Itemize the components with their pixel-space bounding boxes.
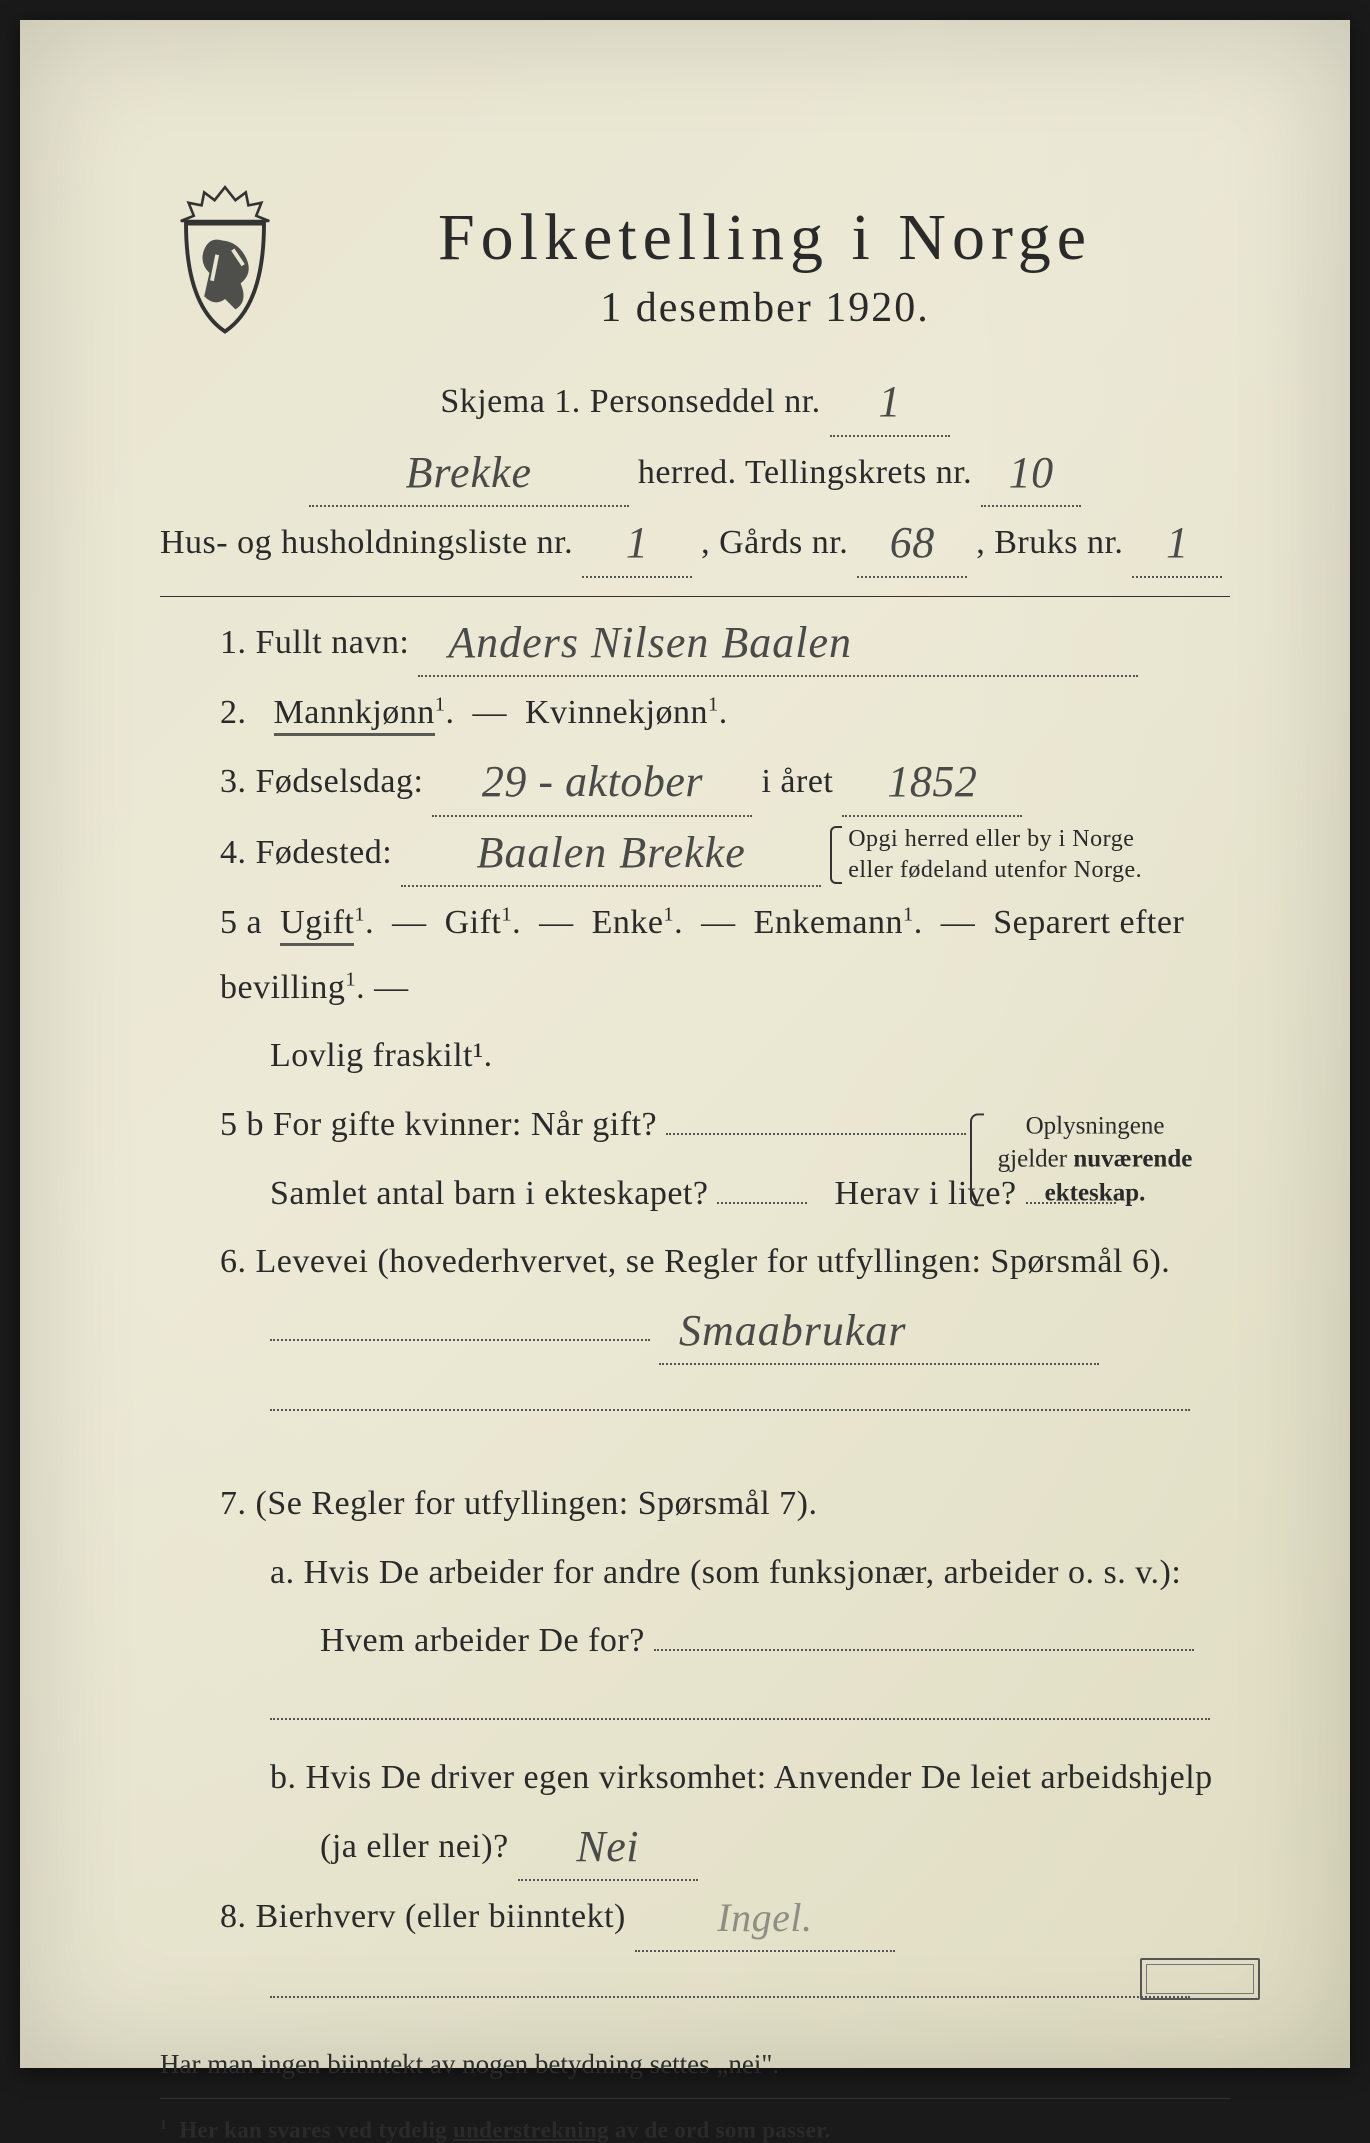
- q8-blank: [160, 1956, 1230, 2021]
- q7-label: 7. (Se Regler for utfyllingen: Spørsmål …: [220, 1485, 818, 1522]
- q8-value: Ingel.: [717, 1898, 812, 1938]
- q6-label: 6. Levevei (hovederhvervet, se Regler fo…: [220, 1243, 1170, 1280]
- q5b-side3: ekteskap.: [1045, 1179, 1146, 1206]
- q5b-side-note: Oplysningene gjelder nuværende ekteskap.: [970, 1109, 1200, 1210]
- coat-of-arms-icon: [160, 180, 290, 340]
- footnote: 1 Her kan svares ved tydelig understrekn…: [160, 2117, 1230, 2143]
- q7a-row1: a. Hvis De arbeider for andre (som funks…: [160, 1541, 1230, 1606]
- herred-label: herred. Tellingskrets nr.: [638, 454, 972, 491]
- q3-year-label: i året: [761, 763, 833, 800]
- q7-row: 7. (Se Regler for utfyllingen: Spørsmål …: [160, 1472, 1230, 1537]
- q8-row: 8. Bierhverv (eller biinntekt) Ingel.: [160, 1885, 1230, 1952]
- q4-note-l2: eller fødeland utenfor Norge.: [848, 857, 1142, 883]
- herred-value: Brekke: [406, 451, 532, 495]
- q4-value: Baalen Brekke: [477, 831, 746, 875]
- herred-line: Brekke herred. Tellingskrets nr. 10: [160, 441, 1230, 508]
- hus-line: Hus- og husholdningsliste nr. 1 , Gårds …: [160, 511, 1230, 578]
- stamp-box-icon: [1140, 1958, 1260, 2000]
- q5b-block: 5 b For gifte kvinner: Når gift? Samlet …: [160, 1093, 1230, 1226]
- skjema-line: Skjema 1. Personseddel nr. 1: [160, 370, 1230, 437]
- q5a-row: 5 a Ugift1. — Gift1. — Enke1. — Enkemann…: [160, 891, 1230, 1020]
- q7a-row2: Hvem arbeider De for?: [160, 1609, 1230, 1674]
- q6-blank: [160, 1369, 1230, 1434]
- divider-2: [160, 2098, 1230, 2099]
- hus-nr: 1: [626, 521, 649, 565]
- q3-year: 1852: [887, 760, 977, 804]
- q6-row: 6. Levevei (hovederhvervet, se Regler fo…: [160, 1230, 1230, 1295]
- bottom-note: Har man ingen biinntekt av nogen betydni…: [160, 2049, 1230, 2080]
- q4-note-l1: Opgi herred eller by i Norge: [848, 826, 1134, 852]
- tellingskrets-nr: 10: [1009, 451, 1054, 495]
- q2-mannkjonn: Mannkjønn: [274, 694, 435, 736]
- q4-row: 4. Fødested: Baalen Brekke Opgi herred e…: [160, 821, 1230, 888]
- q5b-side1: Oplysningene: [1026, 1112, 1165, 1139]
- q2-row: 2. Mannkjønn1. — Kvinnekjønn1.: [160, 681, 1230, 746]
- q7b-row1: b. Hvis De driver egen virksomhet: Anven…: [160, 1746, 1230, 1811]
- q1-row: 1. Fullt navn: Anders Nilsen Baalen: [160, 611, 1230, 678]
- bruks-label: , Bruks nr.: [976, 524, 1123, 561]
- form-header: Folketelling i Norge 1 desember 1920.: [160, 200, 1230, 332]
- q5b-side2: gjelder nuværende: [998, 1146, 1193, 1173]
- q5a-ugift: Ugift: [280, 904, 354, 946]
- form-date: 1 desember 1920.: [300, 284, 1230, 332]
- q3-day: 29 - aktober: [482, 760, 703, 804]
- q7b-value: Nei: [576, 1825, 639, 1869]
- q7a-label2: Hvem arbeider De for?: [320, 1622, 645, 1659]
- q8-label: 8. Bierhverv (eller biinntekt): [220, 1898, 626, 1935]
- q5b-label-b: Samlet antal barn i ekteskapet?: [270, 1175, 708, 1212]
- q7b-label1: b. Hvis De driver egen virksomhet: Anven…: [270, 1759, 1213, 1796]
- gards-nr: 68: [890, 521, 935, 565]
- q5a-row2: Lovlig fraskilt¹.: [160, 1024, 1230, 1089]
- personseddel-nr: 1: [878, 380, 901, 424]
- q5a-label2: Lovlig fraskilt¹.: [270, 1037, 493, 1074]
- q6-value: Smaabrukar: [679, 1309, 907, 1353]
- q1-label: 1. Fullt navn:: [220, 624, 409, 661]
- q7b-label2: (ja eller nei)?: [320, 1828, 509, 1865]
- q6-value-row: Smaabrukar: [160, 1299, 1230, 1366]
- q3-row: 3. Fødselsdag: 29 - aktober i året 1852: [160, 750, 1230, 817]
- bruks-nr: 1: [1166, 521, 1189, 565]
- q7b-row2: (ja eller nei)? Nei: [160, 1815, 1230, 1882]
- q1-value: Anders Nilsen Baalen: [448, 621, 852, 665]
- q3-label: 3. Fødselsdag:: [220, 763, 423, 800]
- q5b-label-a: 5 b For gifte kvinner: Når gift?: [220, 1106, 657, 1143]
- hus-label: Hus- og husholdningsliste nr.: [160, 524, 573, 561]
- q4-note: Opgi herred eller by i Norge eller fødel…: [830, 824, 1142, 886]
- census-form-page: Folketelling i Norge 1 desember 1920. Sk…: [20, 20, 1350, 2068]
- q7a-blank: [160, 1678, 1230, 1743]
- divider: [160, 596, 1230, 597]
- q7a-label1: a. Hvis De arbeider for andre (som funks…: [270, 1554, 1181, 1591]
- skjema-label: Skjema 1. Personseddel nr.: [440, 383, 820, 420]
- gards-label: , Gårds nr.: [701, 524, 848, 561]
- form-title: Folketelling i Norge: [300, 200, 1230, 276]
- q4-label: 4. Fødested:: [220, 834, 392, 871]
